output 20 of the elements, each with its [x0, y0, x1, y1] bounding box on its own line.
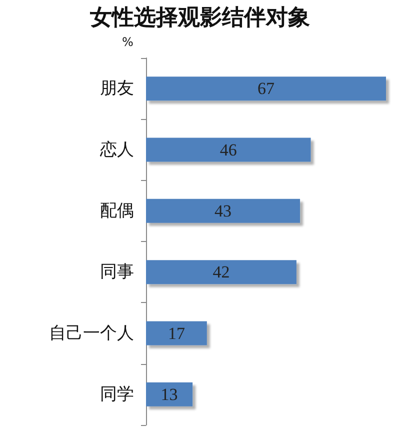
- y-tick-label: 自己一个人: [49, 323, 134, 344]
- data-label: 46: [220, 140, 237, 160]
- y-tick-label: 朋友: [100, 78, 134, 99]
- y-tick-label: 同学: [100, 384, 134, 404]
- y-tick-label: 恋人: [99, 140, 134, 160]
- bar: [146, 76, 386, 101]
- x-axis-title: %: [122, 35, 134, 49]
- bar: [146, 198, 300, 223]
- data-label: 43: [214, 201, 232, 220]
- y-tick-label: 同事: [100, 262, 134, 282]
- chart-title: 女性选择观影结伴对象: [89, 6, 310, 30]
- bar: [146, 321, 207, 346]
- data-label: 13: [160, 384, 178, 404]
- data-label: 42: [212, 262, 230, 282]
- bar: [146, 260, 296, 284]
- bar: [146, 138, 311, 162]
- data-label: 17: [168, 324, 186, 343]
- data-label: 67: [258, 79, 275, 98]
- y-tick-label: 配偶: [100, 200, 134, 221]
- bar: [146, 382, 193, 406]
